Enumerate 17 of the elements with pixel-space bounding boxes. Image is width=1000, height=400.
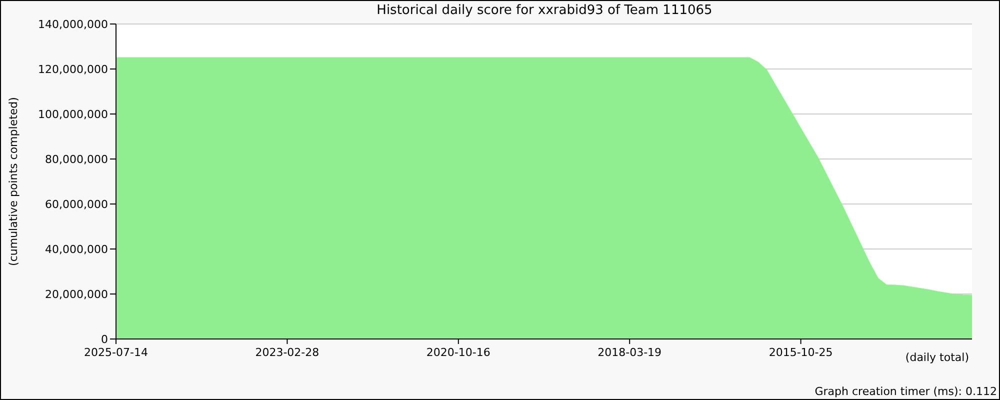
y-tick-label: 140,000,000 (38, 18, 108, 31)
x-tick-label: 2015-10-25 (768, 346, 833, 359)
y-axis-title: (cumulative points completed) (6, 97, 20, 266)
chart-title: Historical daily score for xxrabid93 of Team 111065 (376, 3, 714, 18)
y-tick-label: 40,000,000 (45, 242, 108, 256)
x-tick-label: 2023-02-28 (255, 346, 320, 359)
x-tick-label: 2020-10-16 (426, 346, 490, 359)
x-tick-label: 2025-07-14 (84, 346, 148, 359)
y-tick-label: 100,000,000 (38, 108, 108, 121)
x-axis-title: (daily total) (905, 351, 969, 364)
y-tick-label: 120,000,000 (38, 62, 108, 76)
y-tick-label: 0 (101, 332, 108, 346)
x-tick-label: 2018-03-19 (598, 346, 662, 359)
y-tick-label: 20,000,000 (45, 288, 108, 301)
text: Graph creation timer (ms): 0.112 (814, 385, 997, 398)
y-tick-label: 60,000,000 (45, 198, 108, 211)
y-tick-label: 80,000,000 (45, 152, 108, 166)
